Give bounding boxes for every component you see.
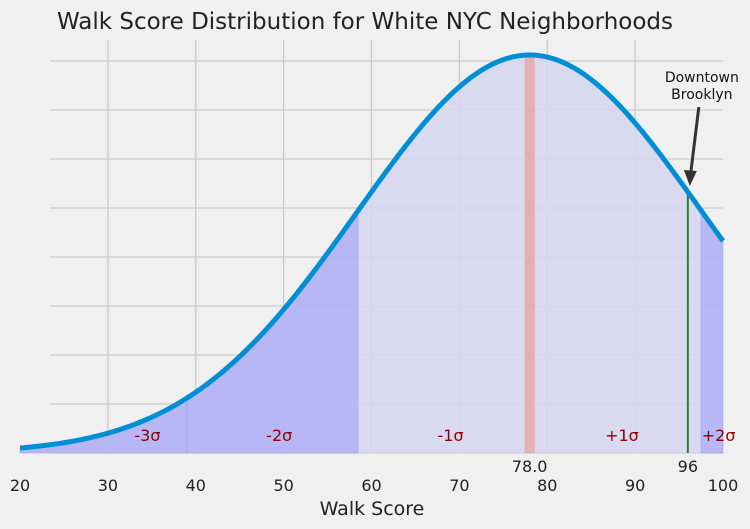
x-tick-label: 100	[708, 476, 739, 495]
x-axis-label: Walk Score	[320, 498, 425, 520]
sigma-label: +1σ	[605, 426, 639, 445]
sigma-label: -3σ	[134, 426, 160, 445]
x-tick-label: 90	[625, 476, 645, 495]
x-tick-label: 20	[10, 476, 30, 495]
x-tick-label: 50	[273, 476, 293, 495]
annotation-line-1: Downtown	[665, 70, 739, 86]
sigma-label: -1σ	[438, 426, 464, 445]
annotation-arrow-line	[689, 106, 701, 173]
annotation-line-2: Brooklyn	[671, 87, 732, 103]
x-tick-labels: 20 30 40 50 60 70 80 90 100	[10, 476, 738, 495]
x-tick-label: 70	[449, 476, 469, 495]
x-tick-label: 80	[537, 476, 557, 495]
mean-label: 78.0	[512, 457, 548, 476]
sigma-band	[700, 209, 724, 454]
highlight-label: 96	[678, 457, 698, 476]
sigma-labels: -3σ -2σ -1σ +1σ +2σ	[134, 426, 735, 445]
distribution-curve	[19, 52, 726, 451]
annotation-arrow-head	[683, 170, 697, 186]
x-tick-label: 40	[186, 476, 206, 495]
sigma-label: -2σ	[266, 426, 292, 445]
sigma-label: +2σ	[702, 426, 736, 445]
x-tick-label: 60	[361, 476, 381, 495]
mean-marker	[524, 57, 535, 453]
x-tick-label: 30	[98, 476, 118, 495]
chart-title: Walk Score Distribution for White NYC Ne…	[57, 9, 673, 35]
